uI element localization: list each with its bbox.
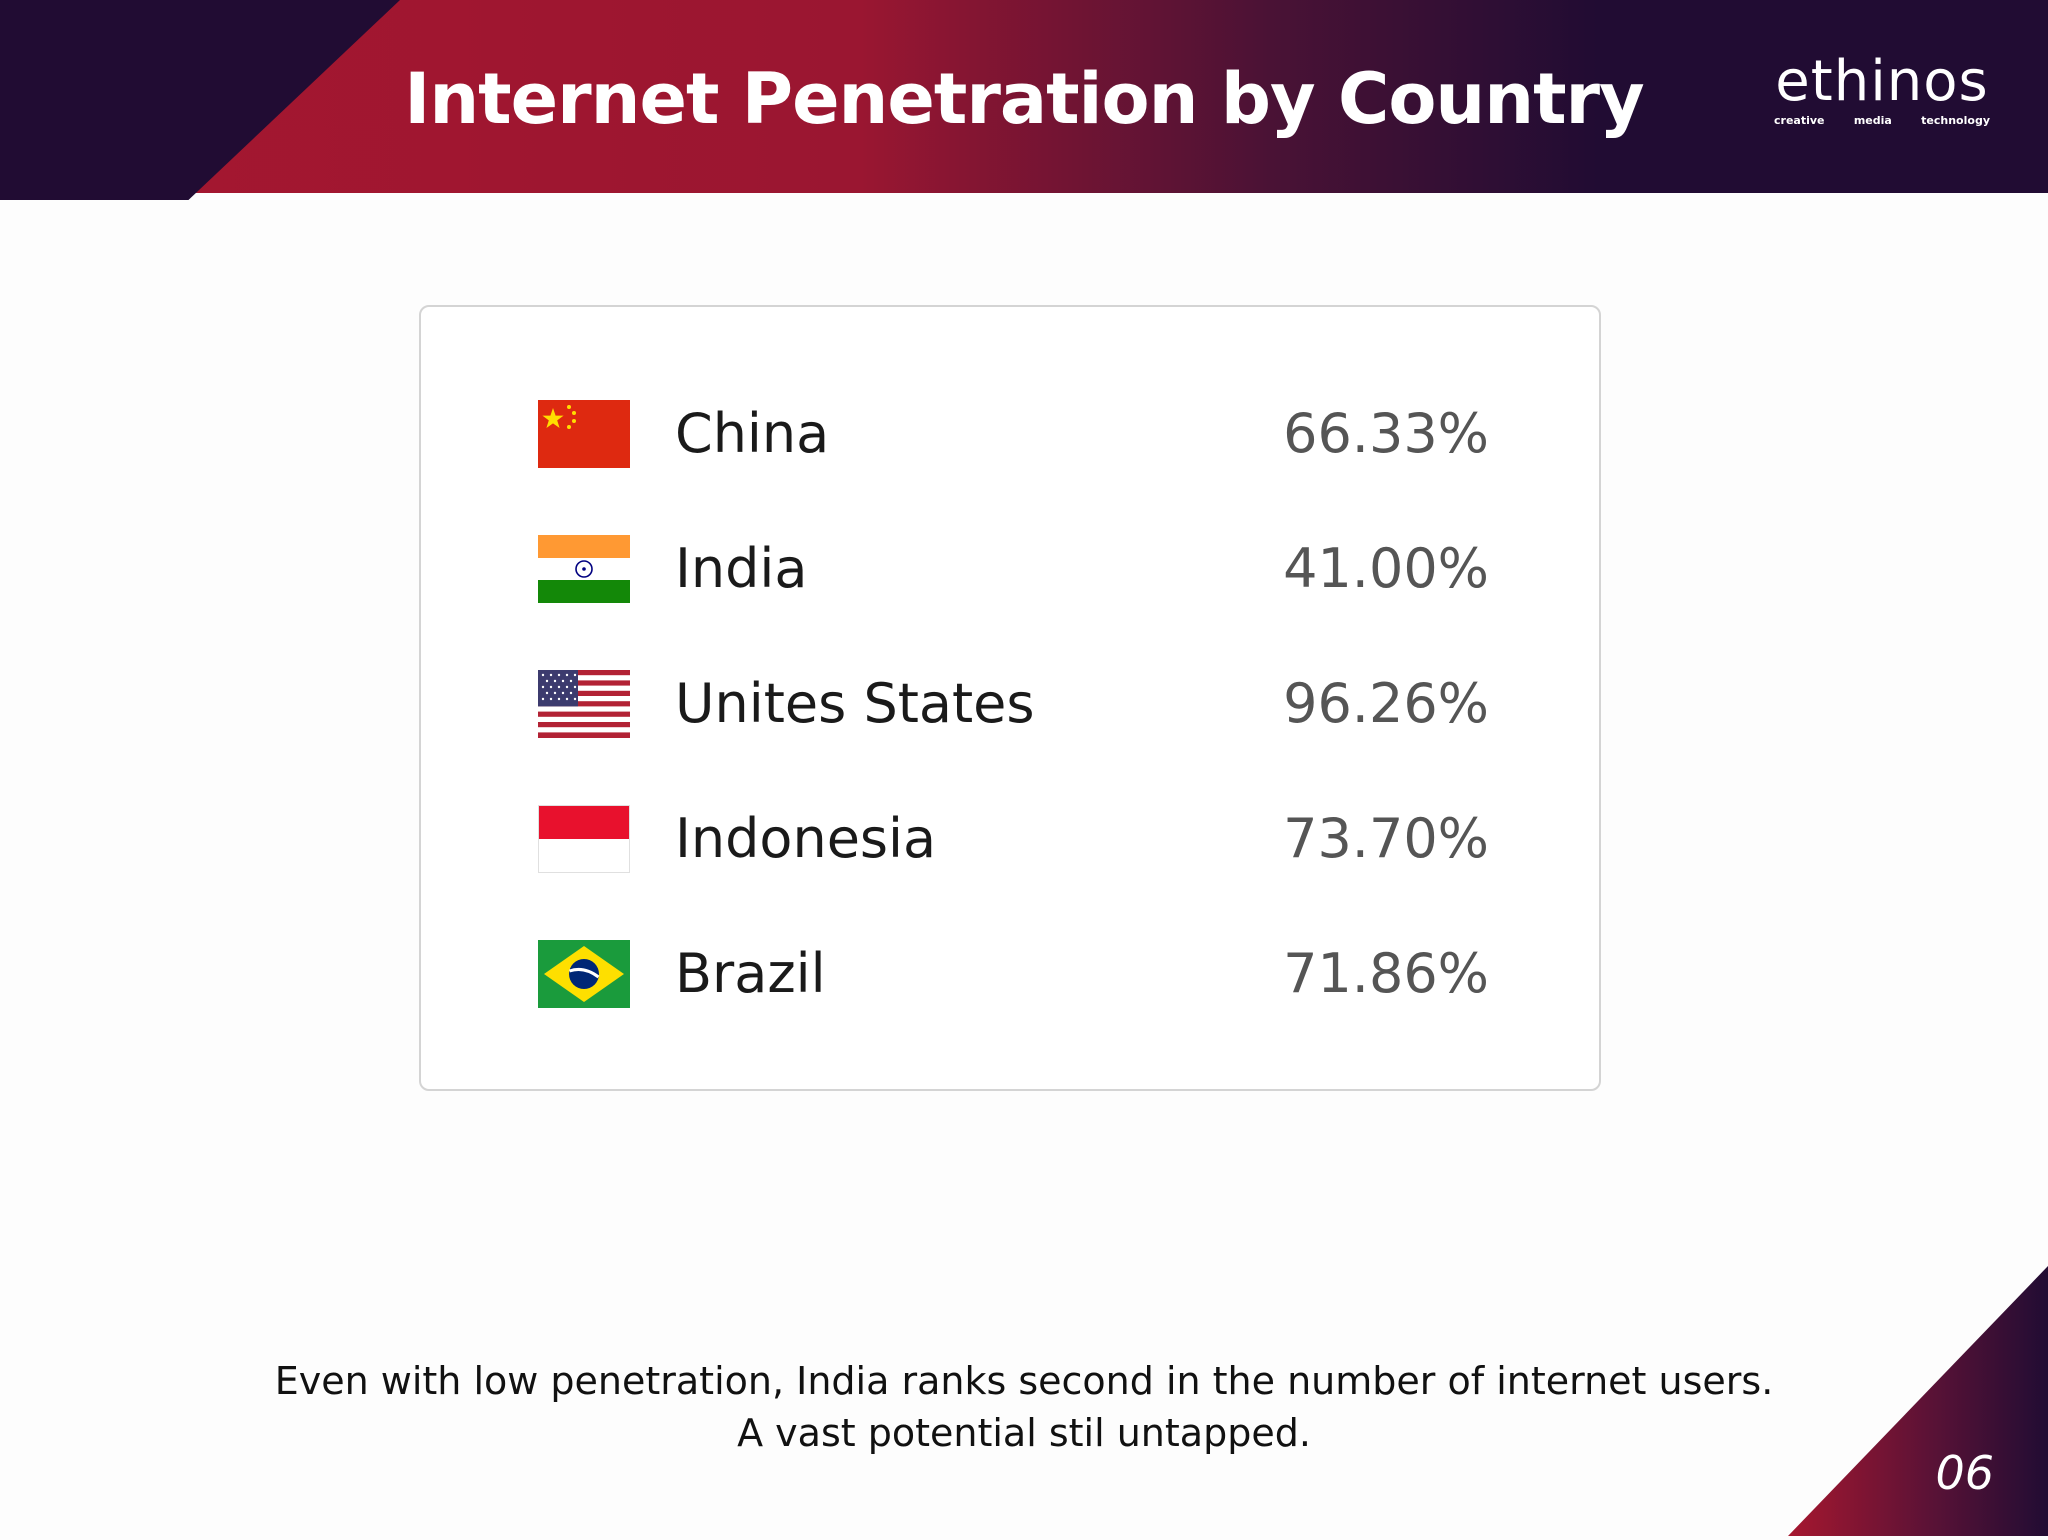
country-name: Indonesia: [675, 807, 937, 870]
page-number: 06: [1935, 1446, 1994, 1500]
table-row: China 66.33%: [421, 392, 1599, 482]
country-name: Brazil: [675, 942, 826, 1005]
brand-logo: ethinos creative media technology: [1772, 49, 1992, 128]
india-flag-icon: [538, 535, 630, 603]
logo-tagline-creative: creative: [1774, 114, 1825, 127]
table-row: Indonesia 73.70%: [421, 797, 1599, 887]
page-title: Internet Penetration by Country: [404, 58, 1644, 140]
footnote-line-2: A vast potential stil untapped.: [737, 1411, 1311, 1455]
header-band: [0, 0, 2048, 200]
usa-flag-icon: [538, 670, 630, 738]
logo-tagline-media: media: [1853, 114, 1892, 127]
penetration-value: 71.86%: [1283, 942, 1489, 1005]
country-name: Unites States: [675, 672, 1035, 735]
table-row: India 41.00%: [421, 527, 1599, 617]
penetration-value: 73.70%: [1283, 807, 1489, 870]
logo-tagline-technology: technology: [1921, 114, 1990, 127]
country-name: China: [675, 402, 830, 465]
logo-tagline: creative media technology: [1772, 114, 1992, 127]
footnote-line-1: Even with low penetration, India ranks s…: [274, 1359, 1774, 1403]
china-flag-icon: [538, 400, 630, 468]
country-name: India: [675, 537, 808, 600]
penetration-value: 96.26%: [1283, 672, 1489, 735]
footnote: Even with low penetration, India ranks s…: [0, 1355, 2048, 1459]
penetration-value: 41.00%: [1283, 537, 1489, 600]
table-row: Brazil 71.86%: [421, 932, 1599, 1022]
table-row: Unites States 96.26%: [421, 662, 1599, 752]
indonesia-flag-icon: [538, 805, 630, 873]
brazil-flag-icon: [538, 940, 630, 1008]
logo-wordmark: ethinos: [1775, 49, 1989, 114]
penetration-table: China 66.33% India 41.00%: [419, 305, 1601, 1091]
corner-decoration: [1788, 1266, 2048, 1536]
penetration-value: 66.33%: [1283, 402, 1489, 465]
